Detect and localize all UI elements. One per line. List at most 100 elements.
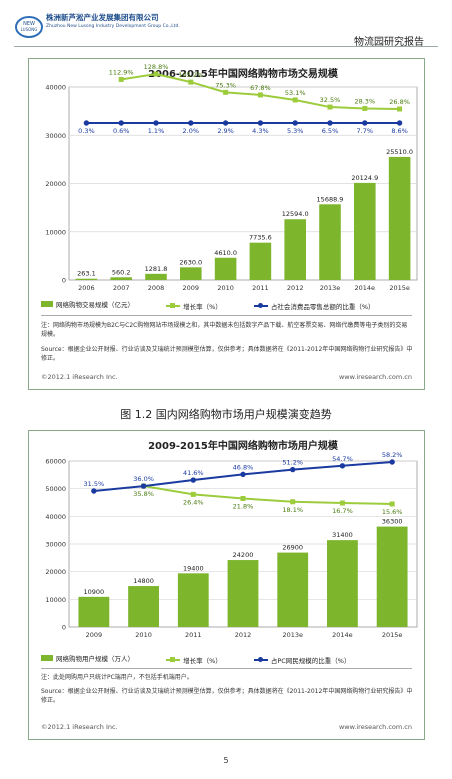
bar-value-label: 24200 — [233, 551, 254, 559]
line-point — [190, 477, 196, 483]
line-value-label: 1.1% — [148, 127, 165, 135]
figure-source: Source：根据企业公开财报、行业访谈及艾瑞统计预测模型估算，仅供参考；具体数… — [41, 688, 413, 704]
transaction-scale-chart: 2006-2015年中国网络购物市场交易规模 0 10000 20000 30000 40… — [45, 63, 418, 292]
line-point — [362, 105, 368, 111]
y-tick-label: 60000 — [45, 458, 66, 466]
x-tick-label: 2009 — [86, 631, 103, 639]
x-tick-label: 2015e — [382, 631, 403, 639]
line-point — [240, 495, 246, 501]
chart2-legend: 网络购物用户规模（万人） 增长率（%） 占PC网民规模的比重（%） — [41, 653, 380, 665]
x-tick-label: 2013e — [282, 631, 303, 639]
line-point — [91, 488, 97, 494]
legend-growth-swatch — [166, 303, 181, 308]
x-tick-label: 2014e — [355, 284, 376, 292]
bar-value-label: 20124.9 — [351, 174, 378, 182]
y-tick-label: 20000 — [45, 568, 66, 576]
line-point — [153, 71, 159, 77]
line-value-label: 54.7% — [332, 455, 353, 463]
line-value-label: 105.2% — [178, 71, 203, 79]
legend-item-growth: 增长率（%） — [166, 655, 222, 665]
line-value-label: 2.0% — [183, 127, 200, 135]
line-point — [292, 97, 298, 103]
line-value-label: 31.5% — [84, 480, 105, 488]
bar-value-label: 4610.0 — [214, 249, 237, 257]
legend-bar-swatch — [41, 655, 53, 661]
y-tick-label: 30000 — [45, 132, 66, 140]
line-point — [257, 120, 264, 126]
legend-item-share: 占PC网民规模的比重（%） — [253, 655, 350, 665]
line-point — [83, 120, 90, 126]
copyright: ©2012.1 iResearch Inc. — [41, 723, 118, 731]
y-tick-label: 30000 — [45, 541, 66, 549]
bar-value-label: 1281.8 — [145, 265, 168, 273]
copyright: ©2012.1 iResearch Inc. — [41, 373, 118, 381]
page-header: NEW LUSONG 株洲新芦淞产业发展集团有限公司 Zhuzhou New L… — [0, 0, 452, 50]
legend-item-share: 占社会消费品零售总额的比重（%） — [253, 301, 375, 311]
figure-footer: ©2012.1 iResearch Inc. www.iresearch.com… — [41, 373, 412, 381]
x-tick-label: 2007 — [113, 284, 130, 292]
line-point — [339, 463, 346, 469]
bar-value-label: 7735.6 — [249, 234, 272, 242]
line-point — [389, 459, 395, 465]
line-point — [389, 501, 395, 507]
line-value-label: 0.3% — [78, 127, 95, 135]
line-point — [396, 120, 403, 126]
x-tick-label: 2011 — [252, 284, 269, 292]
bar — [227, 560, 259, 627]
line-point — [140, 483, 147, 489]
y-tick-label: 10000 — [45, 228, 66, 236]
bar — [388, 156, 411, 280]
line-value-label: 41.6% — [183, 469, 204, 477]
line-value-label: 4.3% — [252, 127, 269, 135]
line-point — [118, 76, 124, 82]
line-point — [339, 500, 345, 506]
bar-value-label: 263.1 — [77, 270, 96, 278]
line-value-label: 58.2% — [382, 451, 403, 459]
line-point — [327, 104, 333, 110]
y-tick-label: 20000 — [45, 180, 66, 188]
figure-note: 注：网络购物市场规模为B2C与C2C购物网站市场规模之和，其中数据未包括数字产品… — [41, 322, 408, 338]
line-value-label: 32.5% — [320, 96, 341, 104]
line-value-label: 75.3% — [215, 81, 236, 89]
page-number: 5 — [223, 756, 229, 765]
legend-share-swatch — [253, 303, 268, 308]
line-value-label: 67.8% — [250, 84, 271, 92]
x-tick-label: 2012 — [287, 284, 304, 292]
bar-value-label: 12594.0 — [282, 210, 309, 218]
bar — [319, 204, 341, 280]
bar-value-label: 36300 — [382, 518, 403, 526]
figure-caption: 图 1.2 国内网络购物市场用户规模演变趋势 — [120, 408, 332, 421]
x-tick-label: 2015e — [389, 284, 410, 292]
figure-note: 注：此处网购用户只统计PC端用户，不包括手机端用户。 — [41, 674, 193, 681]
legend-label: 增长率（%） — [183, 303, 222, 311]
bar — [128, 586, 159, 627]
line-point — [240, 471, 246, 478]
legend-bar-swatch — [41, 301, 53, 307]
bar-value-label: 14800 — [133, 577, 154, 585]
bar — [110, 277, 132, 280]
x-tick-label: 2006 — [78, 284, 95, 292]
line-point — [257, 92, 263, 98]
y-tick-label: 40000 — [45, 513, 66, 521]
legend-growth-swatch — [166, 657, 181, 662]
bar-value-label: 560.2 — [112, 268, 131, 276]
chart-title: 2009-2015年中国网络购物市场用户规模 — [148, 439, 339, 452]
y-tick-label: 0 — [62, 277, 66, 285]
figure-source: Source：根据企业公开财报、行业访谈及艾瑞统计预测模型估算，仅供参考；具体数… — [41, 346, 413, 362]
legend-label: 网络购物用户规模（万人） — [56, 655, 134, 663]
bar-value-label: 2630.0 — [179, 258, 202, 266]
line-point — [290, 466, 296, 473]
bar — [284, 219, 306, 280]
line-value-label: 35.8% — [133, 490, 154, 498]
y-tick-label: 50000 — [45, 485, 66, 493]
line-point — [290, 499, 296, 505]
line-value-label: 6.5% — [322, 127, 339, 135]
bar — [327, 540, 358, 627]
y-tick-label: 40000 — [45, 84, 66, 92]
figure-divider — [41, 315, 412, 316]
line-value-label: 26.4% — [183, 498, 204, 506]
company-name-en: Zhuzhou New Lusong Industry Development … — [46, 24, 180, 29]
line-value-label: 128.8% — [144, 63, 169, 71]
bar-value-label: 19400 — [183, 564, 204, 572]
bar — [354, 182, 376, 280]
